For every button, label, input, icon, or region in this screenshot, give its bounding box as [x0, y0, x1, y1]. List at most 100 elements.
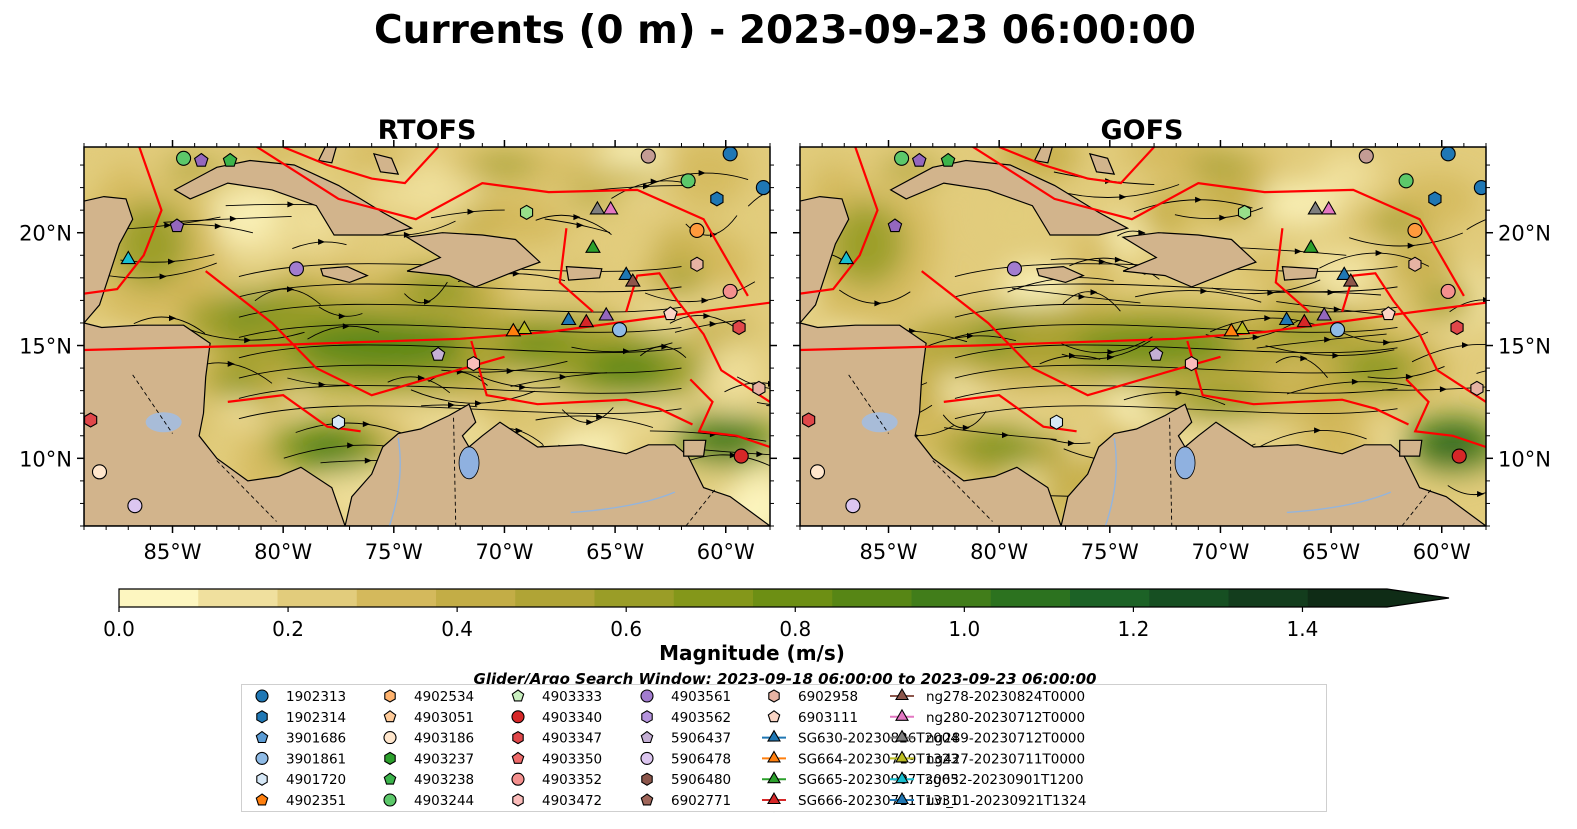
y-tick-label: 10°N — [1498, 447, 1551, 471]
eez-boundaries — [84, 147, 770, 449]
observation-marker — [1473, 180, 1486, 196]
x-tick-label: 80°W — [970, 540, 1028, 564]
magnitude-patch — [706, 338, 763, 414]
border — [932, 460, 993, 522]
colorbar-segment — [198, 589, 279, 607]
legend-label: 5906478 — [671, 751, 731, 767]
colorbar: 0.0 0.2 0.4 0.6 0.8 1.0 1.2 1.4 — [103, 588, 1450, 641]
streamline-arrow — [1538, 366, 1545, 372]
colorbar-tick-label: 1.4 — [1287, 617, 1319, 641]
border — [132, 374, 173, 434]
eez-line — [971, 147, 1465, 297]
colorbar-segment — [911, 589, 992, 607]
axes-rtofs: 85°W 80°W 75°W 70°W 65°W 60°W 10°N 15°N 20°N — [19, 140, 777, 564]
colorbar-tick-label: 0.0 — [103, 617, 135, 641]
colorbar-segment — [594, 589, 675, 607]
observation-marker — [1296, 313, 1313, 328]
border — [1401, 489, 1432, 526]
axes-frame — [83, 146, 771, 527]
observation-marker — [1184, 355, 1199, 372]
current-core — [211, 367, 267, 392]
streamline-arrow — [1332, 352, 1340, 359]
observation-marker — [589, 200, 606, 215]
legend-marker — [895, 771, 909, 784]
streamline-arrow — [1138, 229, 1146, 236]
legend-item: 4903562 — [641, 710, 731, 726]
legend-label: 6902958 — [798, 689, 858, 705]
legend-item: 4902351 — [255, 793, 346, 809]
streamline-arrow — [164, 222, 172, 229]
colorbar-segment — [673, 589, 754, 607]
streamline-arrow — [1477, 491, 1485, 497]
streamline — [736, 376, 770, 389]
streamline-arrow — [773, 186, 780, 192]
legend-label: ng278-20230824T0000 — [926, 689, 1085, 705]
streamline-arrow — [1375, 250, 1383, 256]
streamline-arrow — [729, 452, 737, 459]
eez-line — [1274, 228, 1310, 313]
colorbar-label: Magnitude (m/s) — [659, 641, 845, 665]
streamline-arrow — [1407, 242, 1415, 249]
legend-item: 1902314 — [256, 710, 346, 726]
river — [388, 437, 401, 526]
colorbar-tick-label: 0.8 — [779, 617, 811, 641]
eez-line — [227, 394, 361, 433]
legend-item: 4903244 — [383, 793, 474, 809]
streamline — [1174, 207, 1263, 220]
streamline-arrow — [1333, 306, 1341, 313]
observation-marker — [193, 152, 209, 167]
streamline-arrow — [1351, 378, 1359, 385]
streamline-arrow — [643, 183, 650, 190]
observation-marker — [689, 222, 705, 239]
lake-maracaibo — [458, 446, 480, 480]
legend-label: 4903333 — [542, 689, 602, 705]
legend-item: ng427-20230711T0000 — [890, 750, 1085, 767]
colorbar-segment — [356, 589, 437, 607]
legend-marker — [895, 688, 909, 701]
legend-item: 5906480 — [641, 772, 731, 788]
streamline — [477, 375, 561, 389]
observation-marker — [176, 150, 192, 166]
observation-marker — [1234, 320, 1251, 335]
legend-item: 4903472 — [512, 793, 602, 809]
legend-label: 6903111 — [798, 710, 858, 726]
streamline-arrow — [1405, 373, 1413, 380]
land-polygon — [84, 322, 346, 526]
legend-item: 4902534 — [384, 689, 474, 705]
streamline-arrow — [515, 427, 523, 434]
legend-marker — [767, 750, 781, 763]
legend-label: 4903352 — [542, 772, 602, 788]
colorbar-segment — [1149, 589, 1230, 607]
land-polygon — [344, 403, 770, 526]
y-tick-label: 20°N — [19, 222, 72, 246]
streamline-arrow — [792, 404, 799, 410]
river — [570, 491, 676, 514]
legend-marker — [640, 751, 654, 765]
colorbar-segment — [990, 589, 1071, 607]
legend-marker — [511, 772, 525, 786]
streamline-arrow — [227, 360, 235, 367]
observation-marker — [1440, 283, 1456, 299]
observation-marker — [802, 412, 816, 428]
legend-item: SG630-20230826T2004 — [762, 729, 959, 747]
x-tick-label: 80°W — [254, 540, 312, 564]
streamline-arrow — [1090, 289, 1098, 296]
observation-marker — [1148, 346, 1164, 361]
legend-label: 4903237 — [414, 751, 474, 767]
legend-label: 1902313 — [286, 689, 346, 705]
eez-line — [470, 340, 693, 426]
observation-marker — [838, 250, 855, 265]
streamline — [1133, 199, 1253, 213]
river — [1104, 437, 1117, 526]
x-tick-label: 85°W — [144, 540, 202, 564]
legend-item: 3901861 — [255, 751, 346, 767]
observation-marker — [722, 147, 738, 162]
x-tick-label: 60°W — [697, 540, 755, 564]
eez-line — [282, 147, 439, 185]
current-core — [656, 267, 707, 289]
legend-item: 6902771 — [640, 793, 731, 809]
legend-item: 4903333 — [511, 689, 602, 705]
legend-label: SG630-20230826T2004 — [798, 731, 959, 747]
legend-label: 4903347 — [542, 731, 602, 747]
streamline — [1286, 381, 1413, 395]
